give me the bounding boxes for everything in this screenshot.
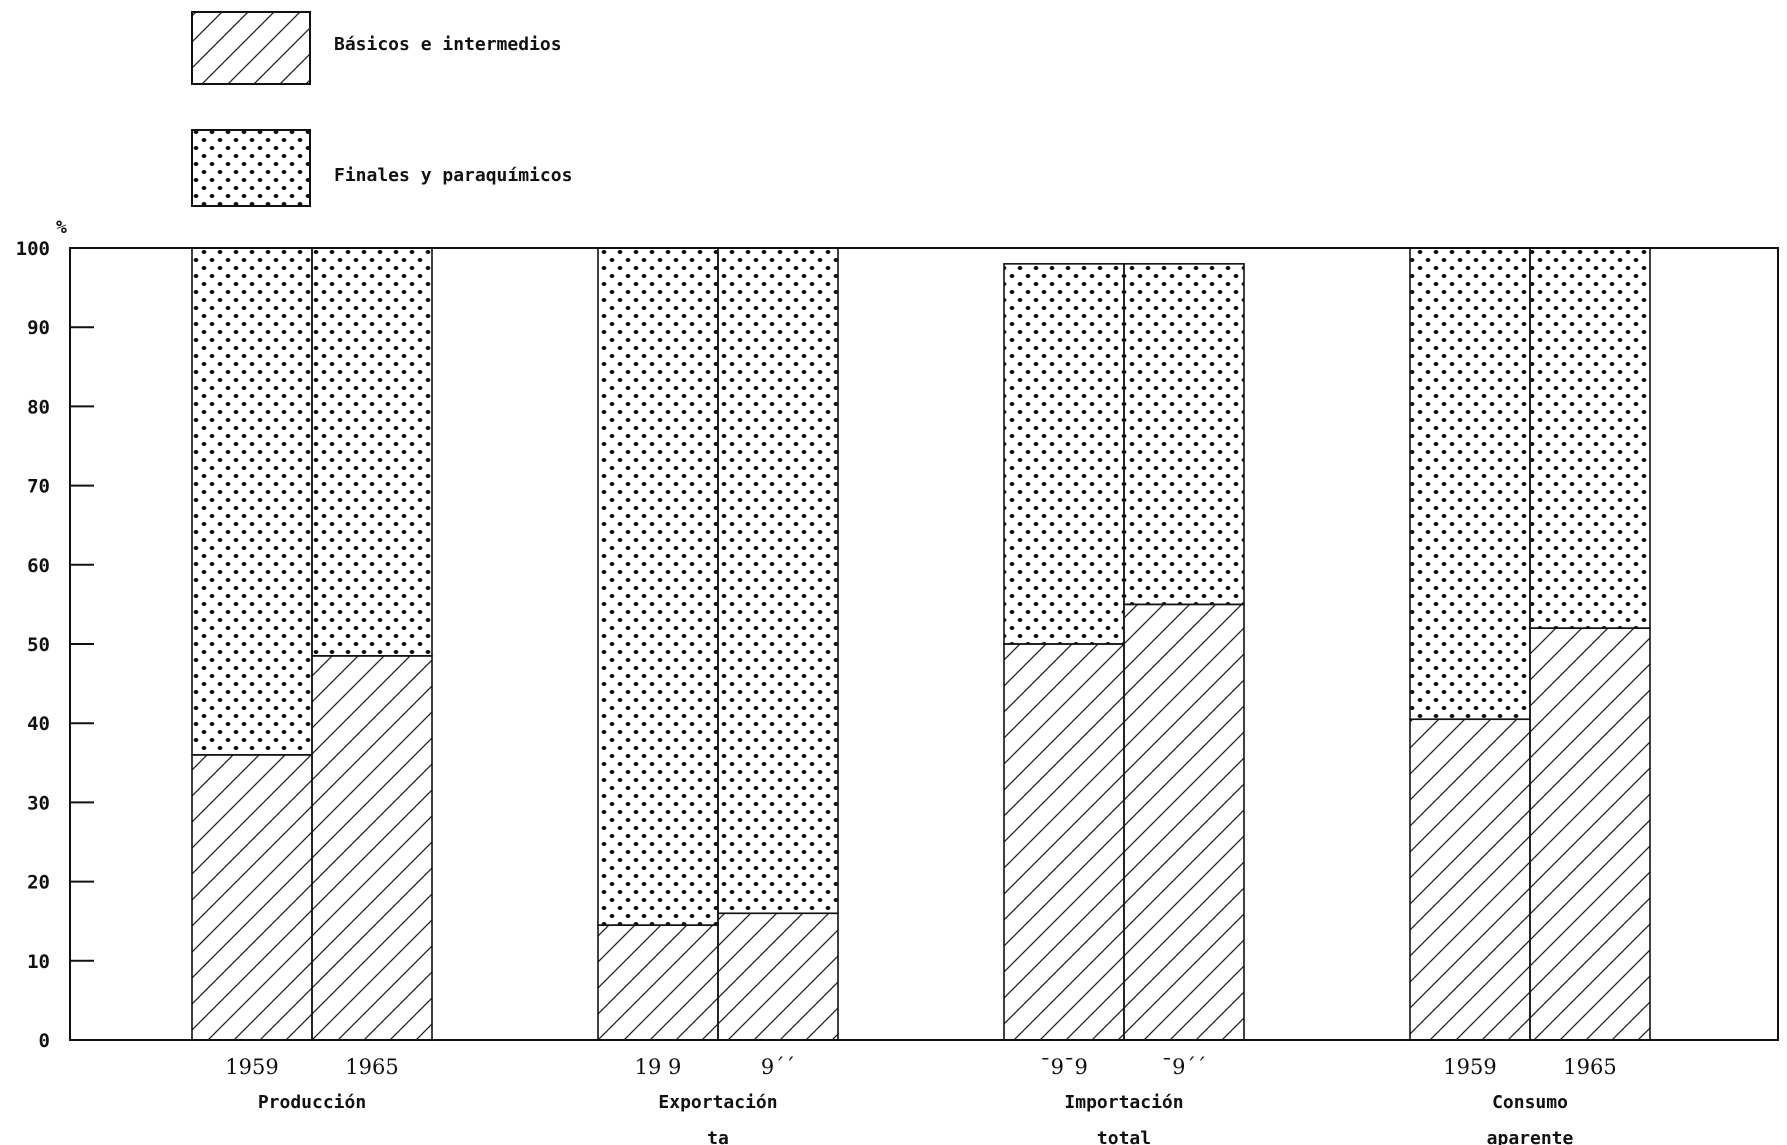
x-category-label: Importación <box>1064 1092 1183 1113</box>
x-year-label: 1965 <box>1563 1055 1616 1079</box>
legend-swatch-finales <box>191 129 311 207</box>
legend-label-basicos: Básicos e intermedios <box>334 34 562 55</box>
bar-finales <box>191 247 313 756</box>
legend: Básicos e intermedios Finales y paraquím… <box>191 11 572 207</box>
y-tick-label: 30 <box>27 792 50 814</box>
bars <box>191 247 1651 1041</box>
x-category-label: total <box>1097 1128 1151 1145</box>
x-axis-labels: 1959 1965 Producción 19 9 9´´ Exportación ta ¯9… <box>225 1055 1616 1145</box>
y-tick-label: 90 <box>27 317 50 339</box>
bar-finales <box>597 247 719 926</box>
bar-finales <box>1409 247 1531 721</box>
y-axis-unit-label: % <box>56 217 67 238</box>
x-year-label: ¯9´´ <box>1162 1055 1207 1079</box>
bar-basicos <box>597 924 719 1041</box>
bar-basicos <box>1003 643 1125 1041</box>
legend-label-finales: Finales y paraquímicos <box>334 165 572 186</box>
y-tick-label: 40 <box>27 713 50 735</box>
y-tick-label: 20 <box>27 872 50 894</box>
bar-basicos <box>191 754 313 1041</box>
bar-basicos <box>1409 718 1531 1041</box>
y-tick-label: 100 <box>16 238 50 260</box>
bar-finales <box>1123 263 1245 606</box>
bar-basicos <box>311 655 433 1041</box>
y-tick-label: 60 <box>27 555 50 577</box>
x-year-label: 1965 <box>345 1055 398 1079</box>
bar-finales <box>717 247 839 915</box>
x-year-label: 1959 <box>225 1055 278 1079</box>
y-tick-label: 70 <box>27 476 50 498</box>
x-category-label: Producción <box>258 1092 366 1113</box>
y-tick-label: 50 <box>27 634 50 656</box>
x-year-label: ¯9¯9 <box>1040 1055 1088 1079</box>
x-year-label: 9´´ <box>761 1055 795 1079</box>
y-tick-label: 10 <box>27 951 50 973</box>
bar-basicos <box>717 912 839 1041</box>
bar-finales <box>311 247 433 657</box>
x-category-label: aparente <box>1487 1128 1574 1145</box>
x-year-label: 1959 <box>1443 1055 1496 1079</box>
y-tick-label: 0 <box>39 1030 50 1052</box>
y-axis-ticks: 0 10 20 30 40 50 60 70 80 90 100 <box>16 238 94 1052</box>
x-category-label: ta <box>707 1128 729 1145</box>
x-category-label: Exportación <box>658 1092 777 1113</box>
y-tick-label: 80 <box>27 396 50 418</box>
bar-finales <box>1529 247 1651 629</box>
x-year-label: 19 9 <box>635 1055 682 1079</box>
bar-basicos <box>1123 603 1245 1041</box>
x-category-label: Consumo <box>1492 1092 1568 1113</box>
bar-basicos <box>1529 627 1651 1041</box>
legend-swatch-basicos <box>191 11 311 85</box>
bar-finales <box>1003 263 1125 645</box>
